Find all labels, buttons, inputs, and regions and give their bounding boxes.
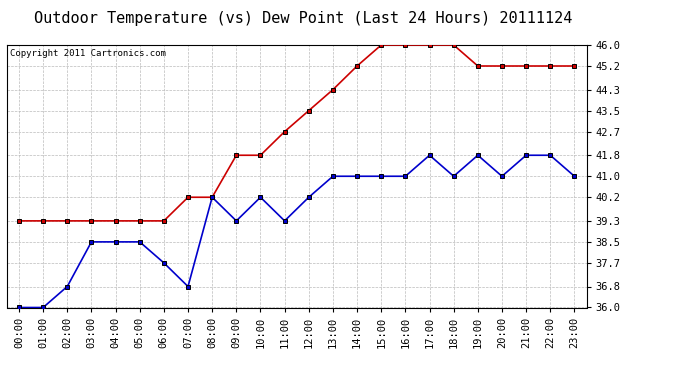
Text: Copyright 2011 Cartronics.com: Copyright 2011 Cartronics.com (10, 49, 166, 58)
Text: Outdoor Temperature (vs) Dew Point (Last 24 Hours) 20111124: Outdoor Temperature (vs) Dew Point (Last… (34, 11, 573, 26)
